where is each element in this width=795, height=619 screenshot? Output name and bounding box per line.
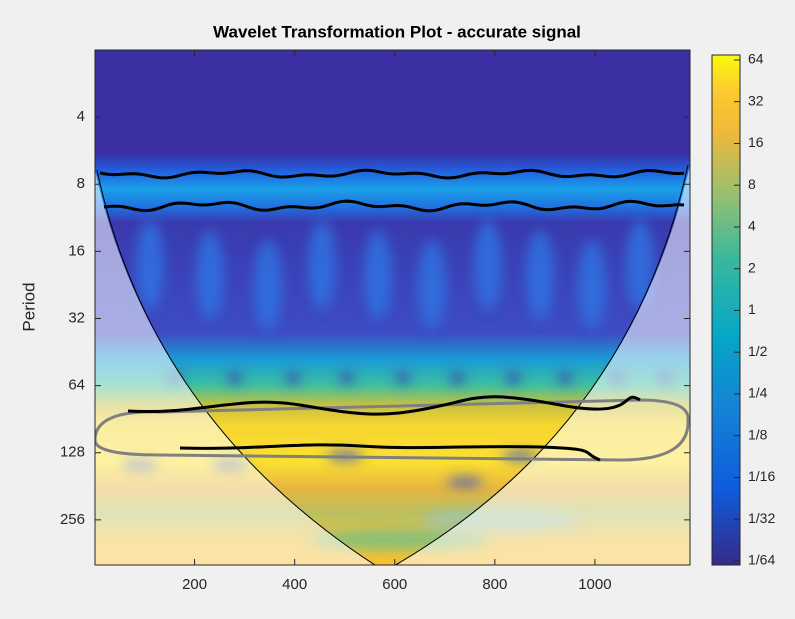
colorbar-tick-label: 1/64 — [748, 552, 775, 568]
y-tick-label: 16 — [68, 242, 85, 259]
blob — [308, 220, 336, 310]
colorbar-tick-label: 1/16 — [748, 468, 775, 484]
x-tick-label: 800 — [482, 576, 507, 593]
y-tick-label: 8 — [77, 175, 85, 192]
blob — [558, 372, 572, 384]
y-tick-label: 4 — [77, 108, 85, 125]
colorbar-tick-label: 2 — [748, 259, 756, 275]
blob — [526, 230, 554, 320]
y-tick-label: 32 — [68, 309, 85, 326]
blob — [254, 240, 282, 330]
contour — [103, 199, 685, 213]
x-tick-label: 600 — [382, 576, 407, 593]
blob — [578, 240, 606, 330]
colorbar-tick-label: 1/2 — [748, 343, 768, 359]
colorbar-tick-label: 1/8 — [748, 426, 768, 442]
coi-line — [394, 164, 689, 565]
colorbar-tick-label: 16 — [748, 134, 764, 150]
heatmap — [95, 50, 690, 565]
colorbar-tick-label: 8 — [748, 176, 756, 192]
blob — [228, 372, 242, 384]
axes-box — [94, 49, 691, 566]
y-axis-label: Period — [19, 282, 38, 331]
chart-title: Wavelet Transformation Plot - accurate s… — [213, 22, 581, 41]
blob — [626, 220, 654, 310]
x-tick-label: 200 — [182, 576, 207, 593]
colorbar-tick-label: 1 — [748, 301, 756, 317]
contour — [99, 168, 685, 180]
colorbar-tick-label: 32 — [748, 92, 764, 108]
coi-line — [96, 169, 376, 565]
blob — [340, 372, 354, 384]
blob — [474, 220, 502, 310]
contour — [179, 443, 601, 462]
blob — [286, 372, 300, 384]
contour — [127, 395, 641, 416]
colorbar-tick-label: 1/32 — [748, 510, 775, 526]
y-tick-label: 64 — [68, 377, 85, 394]
contour — [95, 398, 690, 462]
blob — [136, 220, 164, 310]
x-tick-label: 400 — [282, 576, 307, 593]
blob — [418, 240, 446, 330]
coi-shade — [95, 170, 375, 565]
colorbar-tick-label: 4 — [748, 218, 756, 234]
y-tick-label: 128 — [60, 444, 85, 461]
blob — [447, 477, 483, 487]
blob — [506, 372, 520, 384]
x-tick-label: 1000 — [578, 576, 611, 593]
colorbar-tick-label: 1/4 — [748, 385, 768, 401]
blob — [450, 372, 464, 384]
colorbar-tick-label: 64 — [748, 51, 764, 67]
blob — [396, 372, 410, 384]
blob — [196, 230, 224, 320]
coi-shade — [395, 165, 690, 565]
blob — [364, 230, 392, 320]
y-tick-label: 256 — [60, 511, 85, 528]
